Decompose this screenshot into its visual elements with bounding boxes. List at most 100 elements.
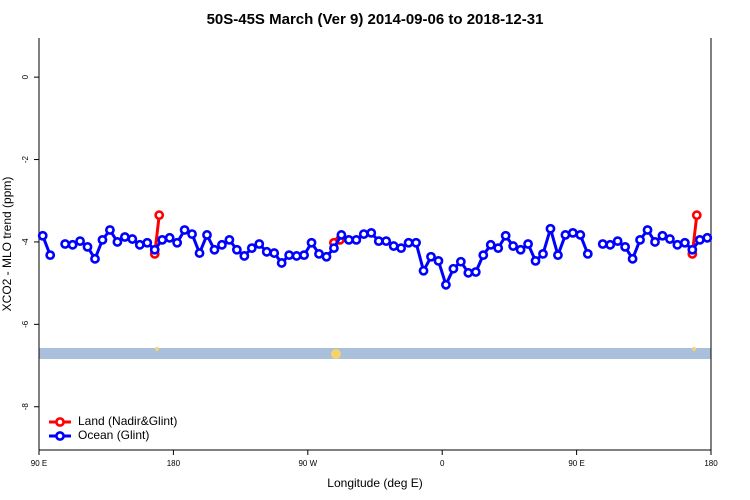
data-point bbox=[314, 248, 324, 259]
data-point bbox=[657, 230, 668, 241]
data-point bbox=[665, 234, 675, 244]
data-point bbox=[605, 239, 616, 250]
x-tick-label: 180 bbox=[704, 459, 718, 468]
data-point bbox=[418, 265, 429, 276]
data-point bbox=[351, 234, 362, 245]
data-point bbox=[119, 232, 130, 242]
data-point bbox=[231, 244, 242, 255]
data-point bbox=[299, 250, 309, 261]
data-point bbox=[403, 237, 414, 248]
data-point bbox=[269, 248, 280, 258]
data-point bbox=[112, 237, 123, 247]
data-point bbox=[642, 225, 653, 235]
data-point bbox=[187, 229, 197, 240]
data-point bbox=[441, 279, 451, 290]
data-point bbox=[650, 237, 660, 247]
data-point bbox=[202, 230, 212, 240]
data-point bbox=[508, 241, 519, 251]
x-tick-label: 180 bbox=[167, 459, 181, 468]
y-axis-label: XCO2 - MLO trend (ppm) bbox=[0, 177, 14, 312]
land-marker bbox=[692, 347, 696, 351]
data-point bbox=[45, 250, 56, 261]
data-point bbox=[381, 236, 392, 247]
data-point bbox=[343, 234, 354, 245]
data-point bbox=[485, 239, 496, 250]
data-point bbox=[560, 230, 571, 240]
series-line bbox=[41, 227, 708, 287]
data-point bbox=[553, 250, 563, 261]
data-point bbox=[358, 229, 369, 240]
data-point bbox=[627, 253, 638, 264]
data-point bbox=[567, 227, 578, 238]
data-point bbox=[500, 230, 511, 241]
data-point bbox=[142, 237, 153, 248]
data-point bbox=[478, 250, 489, 261]
data-point bbox=[60, 239, 71, 249]
data-point bbox=[597, 239, 608, 249]
data-point bbox=[239, 251, 250, 261]
data-point bbox=[679, 237, 690, 248]
y-tick-label: 0 bbox=[21, 74, 30, 79]
data-point bbox=[448, 263, 459, 274]
data-point bbox=[149, 244, 160, 255]
data-point bbox=[164, 232, 175, 243]
data-point bbox=[209, 244, 220, 255]
data-point bbox=[329, 243, 339, 254]
data-point bbox=[246, 243, 257, 254]
data-point bbox=[523, 239, 533, 249]
data-point bbox=[694, 234, 705, 245]
data-point bbox=[545, 223, 556, 234]
data-point bbox=[217, 239, 227, 250]
legend-marker bbox=[55, 417, 65, 427]
data-point bbox=[493, 243, 504, 254]
data-point bbox=[470, 267, 481, 277]
y-tick-label: -2 bbox=[21, 155, 30, 163]
data-point bbox=[179, 225, 190, 235]
land-marker bbox=[331, 349, 341, 359]
data-point bbox=[82, 241, 93, 252]
data-point bbox=[691, 210, 702, 221]
data-point bbox=[154, 210, 165, 221]
data-point bbox=[75, 236, 85, 247]
x-tick-label: 0 bbox=[440, 459, 445, 468]
land-band bbox=[39, 348, 711, 359]
data-point bbox=[67, 239, 78, 250]
data-point bbox=[261, 246, 272, 257]
data-point bbox=[433, 255, 444, 266]
x-tick-label: 90 E bbox=[31, 459, 47, 468]
data-point bbox=[702, 232, 713, 243]
data-point bbox=[90, 253, 100, 264]
data-point bbox=[127, 234, 138, 244]
data-point bbox=[687, 244, 698, 255]
data-point bbox=[97, 234, 108, 245]
chart-title: 50S-45S March (Ver 9) 2014-09-06 to 2018… bbox=[207, 11, 544, 28]
legend-label: Ocean (Glint) bbox=[78, 428, 149, 442]
x-axis-label: Longitude (deg E) bbox=[327, 476, 422, 490]
data-point bbox=[411, 237, 421, 248]
data-point bbox=[575, 230, 586, 240]
x-tick-label: 90 E bbox=[568, 459, 584, 468]
data-point bbox=[224, 234, 235, 245]
data-point bbox=[388, 241, 399, 251]
data-point bbox=[284, 250, 295, 261]
data-point bbox=[291, 251, 302, 261]
x-tick-label: 90 W bbox=[298, 459, 317, 468]
data-point bbox=[321, 251, 332, 262]
legend-label: Land (Nadir&Glint) bbox=[78, 414, 177, 428]
data-point bbox=[37, 230, 48, 241]
data-point bbox=[612, 236, 623, 247]
y-tick-label: -6 bbox=[21, 320, 30, 328]
data-point bbox=[530, 255, 541, 266]
data-point bbox=[515, 244, 526, 255]
data-point bbox=[157, 234, 168, 245]
data-point bbox=[582, 248, 593, 259]
data-point bbox=[134, 239, 145, 250]
data-point bbox=[172, 237, 183, 248]
y-tick-label: -4 bbox=[21, 238, 30, 246]
data-point bbox=[455, 256, 466, 267]
data-point bbox=[306, 237, 317, 248]
data-point bbox=[396, 243, 407, 254]
data-point bbox=[672, 239, 683, 250]
data-point bbox=[366, 227, 377, 238]
